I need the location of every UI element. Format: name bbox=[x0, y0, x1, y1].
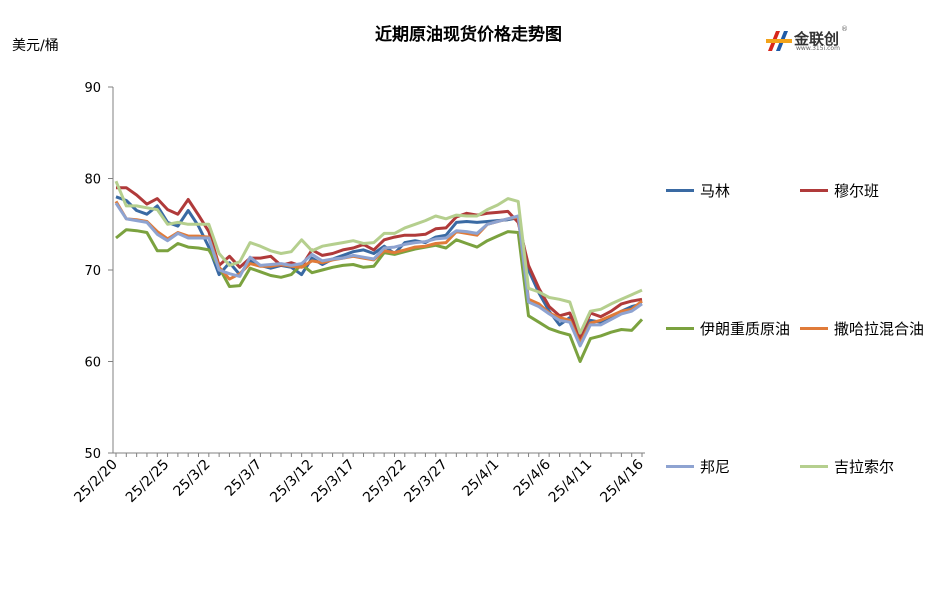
x-tick-label: 25/2/20 bbox=[71, 457, 120, 506]
series-line-2 bbox=[115, 228, 644, 363]
legend-label: 吉拉索尔 bbox=[834, 457, 895, 476]
legend-label: 邦尼 bbox=[700, 457, 731, 476]
legend-item: 穆尔班 bbox=[800, 180, 879, 200]
plot-area bbox=[114, 180, 644, 363]
logo-name: 金联创 bbox=[794, 30, 840, 48]
brand-logo: 金联创 www.315i.com ® bbox=[766, 25, 856, 55]
y-axis-unit-label: 美元/桶 bbox=[12, 38, 59, 54]
logo-registered-mark: ® bbox=[841, 25, 848, 33]
x-tick-label: 25/4/11 bbox=[546, 457, 595, 506]
legend-item: 马林 bbox=[666, 180, 730, 200]
legend-swatch bbox=[666, 326, 694, 330]
x-tick-label: 25/3/12 bbox=[267, 457, 316, 506]
legend-label: 马林 bbox=[700, 181, 731, 200]
y-tick-label: 90 bbox=[84, 81, 101, 96]
legend-item: 伊朗重质原油 bbox=[666, 318, 790, 338]
chart-title: 近期原油现货价格走势图 bbox=[375, 25, 562, 45]
series-line-4 bbox=[114, 202, 643, 348]
legend-label: 撒哈拉混合油 bbox=[834, 319, 925, 338]
y-axis-ticks: 50 60 70 80 90 bbox=[84, 81, 113, 462]
x-tick-label: 25/3/17 bbox=[309, 457, 358, 506]
legend-swatch bbox=[800, 188, 828, 192]
y-tick-label: 60 bbox=[84, 356, 101, 371]
legend-swatch bbox=[800, 326, 828, 330]
x-tick-label: 25/2/25 bbox=[123, 457, 172, 506]
legend-swatch bbox=[800, 464, 828, 468]
legend-label: 伊朗重质原油 bbox=[700, 319, 791, 338]
legend-swatch bbox=[666, 464, 694, 468]
y-tick-label: 70 bbox=[84, 264, 101, 279]
legend-label: 穆尔班 bbox=[834, 181, 880, 200]
chart-axes bbox=[112, 87, 645, 454]
series-line-5 bbox=[114, 180, 643, 335]
series-line-1 bbox=[116, 186, 643, 340]
x-tick-label: 25/4/1 bbox=[459, 457, 502, 500]
logo-mark-icon bbox=[766, 31, 792, 51]
y-tick-label: 50 bbox=[84, 447, 101, 462]
legend-item: 邦尼 bbox=[666, 456, 730, 476]
logo-url: www.315i.com bbox=[796, 45, 840, 52]
x-tick-label: 25/3/22 bbox=[360, 457, 409, 506]
y-tick-label: 80 bbox=[84, 173, 101, 188]
x-tick-label: 25/3/2 bbox=[170, 457, 213, 500]
x-tick-label: 25/3/27 bbox=[401, 457, 450, 506]
legend-swatch bbox=[666, 188, 694, 192]
legend-item: 吉拉索尔 bbox=[800, 456, 894, 476]
x-tick-label: 25/4/16 bbox=[597, 456, 647, 506]
legend-item: 撒哈拉混合油 bbox=[800, 318, 924, 338]
x-tick-label: 25/3/7 bbox=[222, 457, 265, 500]
